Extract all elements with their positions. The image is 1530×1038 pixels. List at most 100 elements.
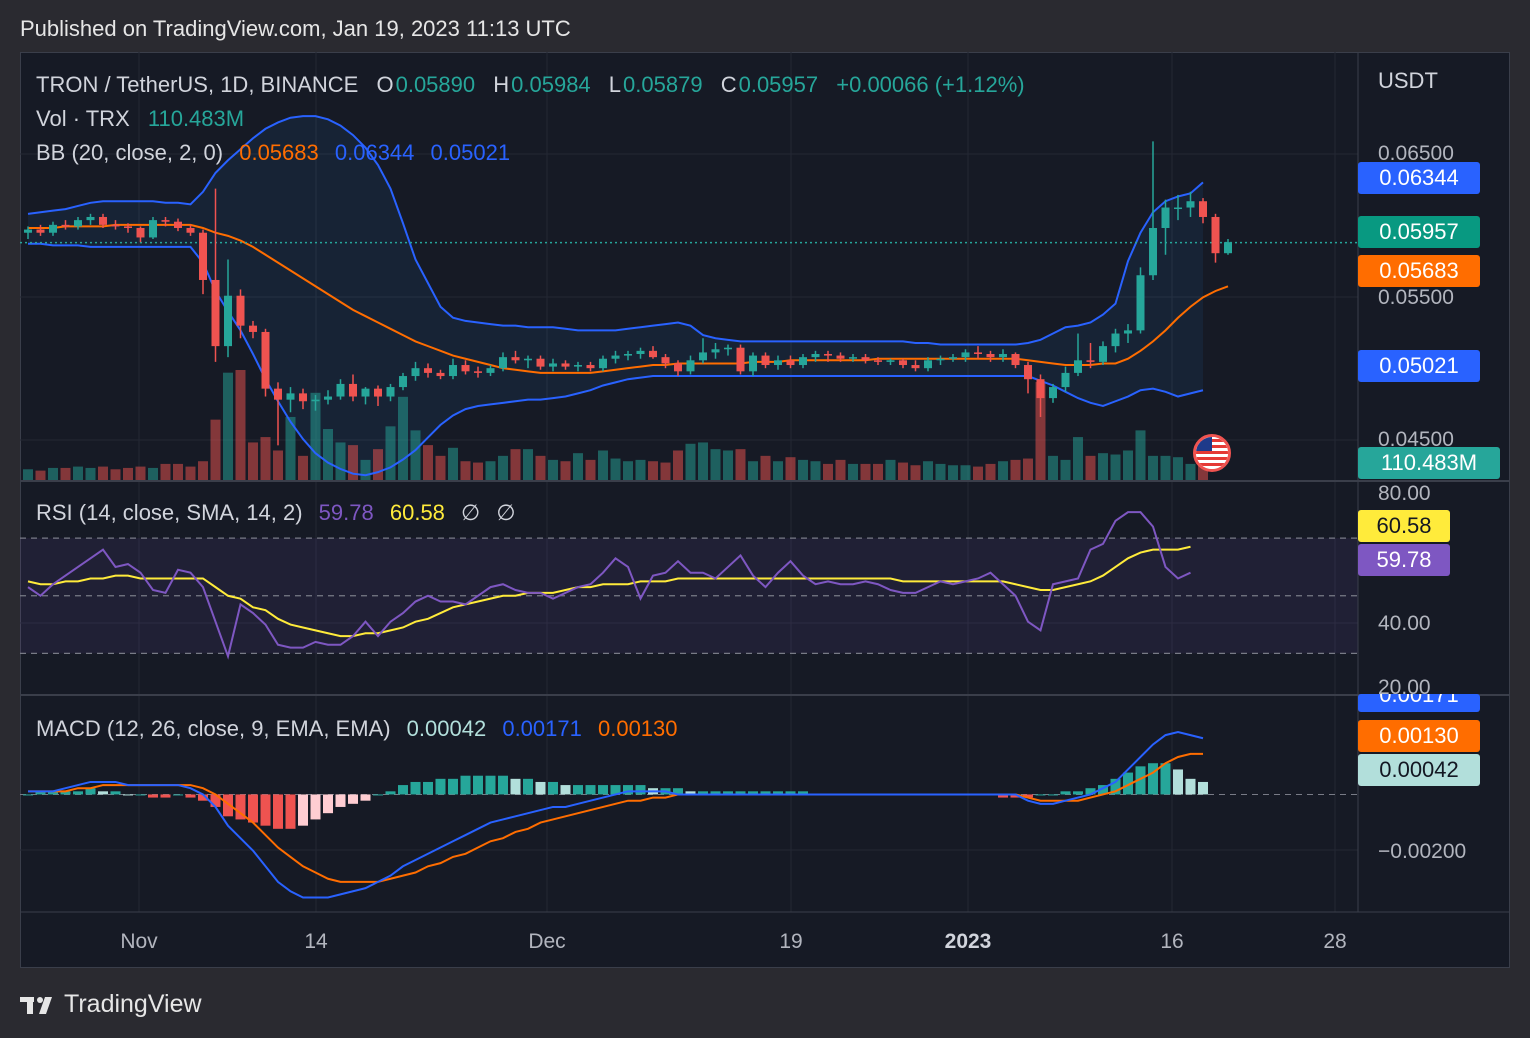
candle-body-89: [1136, 275, 1145, 331]
rsi-panel: [20, 511, 1358, 660]
candle-body-45: [586, 365, 595, 369]
macd-hist-bar-11: [160, 794, 171, 798]
candle-body-5: [86, 216, 95, 221]
volume-bar-37: [485, 461, 496, 480]
volume-bar-57: [735, 449, 746, 480]
macd-hist-bar-31: [410, 781, 421, 795]
bb-band-fill: [28, 116, 1203, 476]
volume-bar-54: [698, 442, 708, 480]
volume-legend: Vol · TRX 110.483M: [36, 106, 246, 132]
tradingview-logo[interactable]: TradingView: [20, 990, 202, 1019]
macd-hist-bar-92: [1173, 769, 1183, 795]
macd-hist-bar-62: [798, 791, 808, 795]
candle-body-64: [824, 354, 832, 356]
macd-hist-bar-21: [285, 794, 296, 829]
macd-hist-bar-59: [760, 791, 771, 795]
macd-hist-bar-80: [1023, 794, 1033, 798]
macd-hist-bar-27: [360, 794, 371, 801]
us-flag-event-icon[interactable]: [1193, 434, 1231, 472]
candle-body-4: [74, 220, 82, 227]
candle-body-39: [511, 357, 520, 361]
bb-mid-line: [28, 223, 1229, 374]
candle-body-47: [611, 355, 620, 359]
bb-upper-badge: 0.06344: [1358, 162, 1480, 194]
candle-body-86: [1099, 346, 1107, 362]
candle-body-52: [674, 363, 682, 372]
volume-bar-38: [498, 455, 508, 480]
bb-label[interactable]: BB (20, close, 2, 0): [36, 140, 224, 165]
candle-body-69: [886, 360, 895, 362]
volume-bar-21: [285, 416, 296, 480]
volume-bar-30: [398, 396, 408, 480]
macd-label[interactable]: MACD (12, 26, close, 9, EMA, EMA): [36, 716, 391, 741]
volume-bar-67: [860, 463, 871, 480]
volume-label[interactable]: Vol · TRX: [36, 106, 130, 131]
volume-bar-31: [410, 430, 421, 480]
candle-body-88: [1124, 330, 1132, 334]
candle-body-49: [636, 350, 645, 354]
candle-body-87: [1111, 333, 1120, 347]
symbol-title[interactable]: TRON / TetherUS, 1D, BINANCE: [36, 72, 359, 97]
candle-body-67: [861, 357, 870, 361]
volume-bar-85: [1085, 455, 1096, 480]
macd-hist-bar-18: [248, 794, 258, 823]
macd-hist-bar-22: [298, 794, 308, 826]
ohlc-c-value: 0.05957: [738, 72, 819, 97]
candle-body-90: [1149, 228, 1157, 276]
rsi-na-2: ∅: [496, 500, 516, 525]
volume-bar-69: [885, 459, 896, 480]
volume-bar-4: [73, 466, 83, 480]
candle-body-62: [799, 357, 807, 366]
candle-body-93: [1186, 201, 1195, 208]
volume-bar-65: [835, 459, 846, 480]
macd-hist-bar-30: [398, 785, 408, 795]
macd-hist-bar-88: [1123, 772, 1133, 795]
candle-body-42: [549, 363, 557, 367]
macd-hist-bar-46: [598, 785, 608, 795]
volume-bar-51: [660, 462, 671, 480]
volume-bar-68: [873, 463, 883, 480]
volume-bar-64: [823, 463, 833, 480]
macd-hist-bar-93: [1185, 778, 1196, 795]
volume-bar-92: [1173, 457, 1183, 480]
candle-body-33: [436, 372, 445, 377]
candle-body-74: [949, 357, 957, 359]
candle-body-37: [486, 368, 495, 373]
rsi-sma-value: 60.58: [389, 500, 445, 525]
candle-body-38: [499, 357, 507, 369]
volume-bar-84: [1073, 437, 1083, 480]
macd-signal-line: [28, 752, 1203, 883]
macd-hist-bar-58: [748, 791, 758, 795]
volume-bar-44: [573, 453, 583, 480]
candle-body-80: [1024, 365, 1032, 380]
macd-hist-bar-91: [1160, 763, 1171, 795]
main-legend: TRON / TetherUS, 1D, BINANCE O0.05890 H0…: [36, 72, 1027, 98]
candle-body-41: [536, 358, 545, 367]
chart-canvas[interactable]: [20, 52, 1510, 968]
volume-bar-17: [235, 370, 246, 480]
currency-label: USDT: [1378, 68, 1438, 93]
x-tick-19: 19: [779, 930, 803, 953]
macd-line-value: 0.00171: [502, 716, 582, 741]
candle-body-82: [1049, 387, 1057, 399]
volume-bar-80: [1023, 458, 1033, 480]
macd-hist-bar-79: [1010, 794, 1021, 798]
macd-hist-bar-57: [735, 791, 746, 795]
candle-body-96: [1224, 242, 1232, 254]
macd-hist-bar-25: [335, 794, 346, 807]
volume-bar-18: [248, 442, 258, 480]
candle-body-10: [149, 220, 157, 238]
macd-hist-bar-12: [173, 794, 183, 796]
rsi-label[interactable]: RSI (14, close, SMA, 14, 2): [36, 500, 303, 525]
volume-bar-24: [323, 429, 333, 480]
volume-bar-40: [523, 449, 533, 480]
macd-hist-bar-86: [1098, 785, 1108, 795]
rsi-value: 59.78: [318, 500, 374, 525]
volume-badge: 110.483M: [1358, 447, 1500, 479]
candle-body-51: [661, 357, 670, 364]
bb-mid-value: 0.05683: [239, 140, 319, 165]
bb-mid-badge: 0.05683: [1358, 255, 1480, 287]
volume-bar-87: [1110, 454, 1121, 480]
volume-bar-70: [898, 462, 908, 480]
candle-body-55: [711, 349, 720, 353]
